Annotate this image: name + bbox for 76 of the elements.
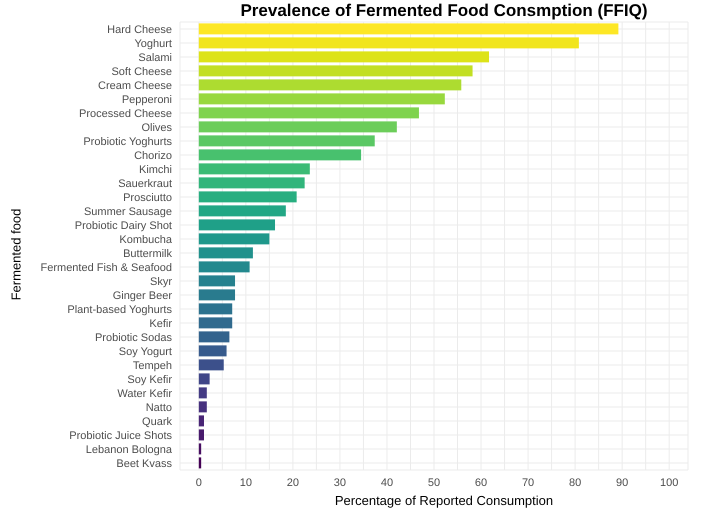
y-tick-label: Probiotic Dairy Shot <box>74 220 172 232</box>
bar <box>198 79 462 90</box>
bar <box>198 345 227 356</box>
bar <box>198 401 207 412</box>
bar <box>198 23 618 34</box>
bar <box>198 93 445 104</box>
y-tick-label: Kombucha <box>119 234 173 246</box>
y-tick-label: Yoghurt <box>134 38 172 50</box>
y-tick-label: Salami <box>138 52 172 64</box>
y-tick-label: Kefir <box>149 318 172 330</box>
x-tick-label: 50 <box>428 476 440 489</box>
y-tick-label: Skyr <box>150 276 172 288</box>
y-tick-label: Quark <box>142 416 172 428</box>
bar <box>198 317 232 328</box>
y-tick-label: Lebanon Bologna <box>86 444 173 456</box>
bar <box>198 177 305 188</box>
x-tick-label: 60 <box>474 476 488 489</box>
y-tick-label: Prosciutto <box>123 192 172 204</box>
bar <box>198 261 250 272</box>
x-tick-label: 30 <box>334 476 346 489</box>
y-axis-title: Fermented food <box>8 208 24 300</box>
x-tick-label: 80 <box>568 476 582 489</box>
x-tick-label: 90 <box>616 476 628 489</box>
chart-title: Prevalence of Fermented Food Consmption (FFIQ) <box>239 1 649 20</box>
y-tick-label: Tempeh <box>132 360 172 372</box>
x-tick-label: 100 <box>660 476 678 489</box>
y-tick-label: Sauerkraut <box>118 178 172 190</box>
bar <box>198 233 270 244</box>
y-tick-label: Probiotic Yoghurts <box>83 136 172 148</box>
bar <box>198 149 362 160</box>
x-tick-label: 20 <box>286 476 300 489</box>
y-tick-label: Soy Yogurt <box>118 346 172 358</box>
bar <box>198 135 375 146</box>
y-tick-label: Summer Sausage <box>84 206 172 218</box>
y-tick-label: Olives <box>141 122 172 134</box>
x-tick-label: 70 <box>522 476 534 489</box>
x-tick-label: 0 <box>196 476 202 489</box>
bar <box>198 51 490 62</box>
bar <box>198 191 297 202</box>
y-tick-label: Kimchi <box>138 164 172 176</box>
bar <box>198 373 210 384</box>
y-tick-label: Soft Cheese <box>111 66 172 78</box>
y-tick-label: Fermented Fish & Seafood <box>40 262 172 274</box>
y-tick-label: Soy Kefir <box>127 374 172 386</box>
bar <box>198 247 253 258</box>
y-tick-label: Probiotic Juice Shots <box>69 430 172 442</box>
bar <box>198 415 204 426</box>
y-tick-label: Ginger Beer <box>112 290 172 302</box>
x-tick-label: 10 <box>240 476 252 489</box>
bar <box>198 37 579 48</box>
bar <box>198 303 232 314</box>
bar <box>198 429 204 440</box>
bar <box>198 289 236 300</box>
y-tick-label: Pepperoni <box>122 94 172 106</box>
x-axis-title: Percentage of Reported Consumption <box>334 493 554 508</box>
bar <box>198 65 473 76</box>
y-tick-label: Chorizo <box>134 150 172 162</box>
y-tick-label: Buttermilk <box>123 248 172 260</box>
bar <box>198 163 310 174</box>
bar <box>198 121 397 132</box>
y-tick-label: Cream Cheese <box>98 80 172 92</box>
y-tick-label: Plant-based Yoghurts <box>67 304 172 316</box>
y-tick-label: Processed Cheese <box>79 108 172 120</box>
y-tick-label: Natto <box>146 402 172 414</box>
bar <box>198 205 286 216</box>
bar <box>198 359 224 370</box>
y-tick-label: Water Kefir <box>117 388 172 400</box>
bar <box>198 219 276 230</box>
y-tick-label: Probiotic Sodas <box>94 332 172 344</box>
y-tick-label: Beet Kvass <box>116 458 172 470</box>
bar <box>198 275 236 286</box>
bar <box>198 107 419 118</box>
bar <box>198 331 230 342</box>
y-tick-label: Hard Cheese <box>107 24 172 36</box>
x-tick-label: 40 <box>380 476 394 489</box>
bar <box>198 387 207 398</box>
